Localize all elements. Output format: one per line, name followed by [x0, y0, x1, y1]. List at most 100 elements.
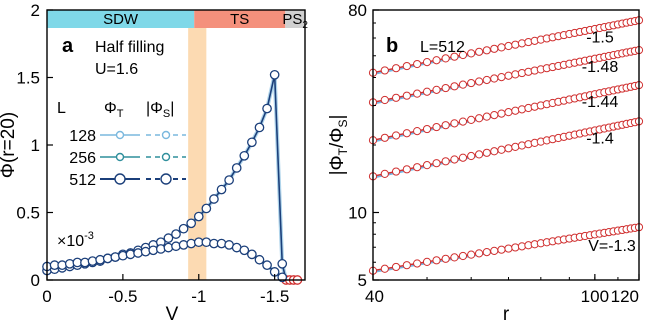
legend-marker-t-2 — [114, 173, 126, 185]
panel-b-xlabel: r — [503, 304, 510, 325]
b-point-0-5 — [422, 57, 432, 67]
b-point-0-13 — [490, 44, 499, 53]
a-xtick-label-3: -1.5 — [260, 287, 289, 306]
panel-b-ticks: 40 100 120 5 10 80 — [348, 1, 640, 306]
b-point-1-8 — [450, 82, 459, 91]
b-point-1-4 — [413, 89, 422, 98]
curve-label-2: -1.44 — [582, 94, 619, 111]
region-2 — [285, 10, 305, 28]
point-0-24 — [224, 175, 234, 185]
b-point-3-6 — [432, 159, 441, 168]
b-point-4-15 — [504, 244, 513, 253]
point-1-29 — [262, 260, 272, 270]
panel-b-ylabel: |ΦT/ΦS| — [327, 115, 350, 176]
b-point-2-10 — [467, 115, 476, 124]
b-point-0-15 — [504, 41, 513, 51]
annotation-system-size: L=512 — [420, 39, 465, 56]
point-0-31 — [277, 258, 288, 269]
b-point-2-2 — [391, 131, 401, 140]
b-xtick-label-2: 120 — [611, 287, 639, 306]
b-point-2-7 — [441, 121, 450, 130]
b-point-4-3 — [402, 261, 411, 270]
b-point-1-16 — [511, 70, 520, 79]
b-point-3-10 — [467, 151, 476, 161]
b-point-2-1 — [380, 133, 389, 142]
b-point-2-9 — [458, 117, 468, 126]
b-point-4-2 — [391, 262, 401, 272]
b-ytick-label-0: 5 — [358, 271, 367, 290]
point-0-30 — [269, 69, 280, 80]
point-0-27 — [247, 137, 257, 148]
b-point-2-12 — [482, 112, 491, 121]
b-point-2-5 — [422, 124, 432, 134]
b-point-0-1 — [380, 66, 389, 75]
panel-b-series: -1.5 -1.48 -1.44 -1.4 V=-1.3 — [368, 16, 644, 275]
b-point-3-4 — [413, 163, 422, 172]
a-ytick-label-3: 1.5 — [16, 69, 40, 88]
b-point-3-5 — [422, 161, 432, 170]
legend-l-0: 128 — [69, 128, 96, 145]
legend-marker-s-0 — [161, 130, 171, 140]
b-point-1-2 — [391, 93, 401, 102]
b-point-3-17 — [517, 141, 527, 150]
point-0-20 — [193, 211, 204, 222]
legend-header-phi-t: ΦT — [104, 100, 124, 120]
b-point-2-4 — [413, 126, 422, 136]
b-point-4-5 — [422, 257, 432, 266]
b-point-0-8 — [450, 52, 459, 61]
b-point-0-11 — [475, 47, 484, 56]
panel-a-xlabel: V — [166, 304, 179, 325]
b-point-4-10 — [467, 250, 476, 259]
b-point-0-4 — [413, 59, 422, 69]
b-point-1-6 — [432, 85, 441, 94]
b-point-1-12 — [482, 75, 491, 85]
panel-a-ylabel: Φ(r=20) — [0, 112, 19, 178]
b-point-4-12 — [482, 247, 491, 257]
b-point-1-15 — [504, 71, 513, 80]
region-label-0: SDW — [103, 11, 139, 28]
b-ytick-label-1: 10 — [348, 204, 367, 223]
b-point-1-13 — [490, 74, 499, 83]
b-ytick-label-2: 80 — [348, 1, 367, 20]
panel-a: SDW TS PS2 0 -0.5 -1 -1.500.511.52 a Half fil… — [0, 1, 308, 325]
legend: L ΦT |ΦS| 128 256 512 — [57, 100, 186, 189]
b-point-3-9 — [458, 153, 468, 162]
b-point-2-3 — [402, 129, 411, 138]
b-point-2-11 — [475, 114, 484, 123]
point-0-18 — [178, 223, 189, 234]
b-point-4-16 — [511, 243, 520, 252]
point-0-22 — [209, 194, 219, 204]
b-point-1-1 — [380, 95, 389, 105]
b-point-0-9 — [458, 50, 468, 60]
b-point-4-6 — [432, 256, 441, 265]
b-point-3-8 — [450, 155, 459, 164]
a-ytick-label-1: 0.5 — [16, 204, 40, 223]
legend-marker-s-1 — [161, 152, 171, 162]
a-xtick-label-0: 0 — [42, 287, 51, 306]
legend-rows: 128 256 512 — [69, 128, 186, 189]
b-point-3-13 — [490, 147, 499, 156]
b-point-3-1 — [380, 169, 389, 178]
b-point-0-3 — [402, 61, 411, 71]
b-point-3-12 — [482, 148, 491, 157]
panel-b-letter: b — [386, 35, 398, 57]
panel-a-letter: a — [62, 35, 74, 57]
b-point-4-8 — [450, 253, 459, 262]
a-ytick-label-2: 1 — [31, 136, 40, 155]
b-point-2-16 — [511, 106, 520, 115]
b-point-2-8 — [450, 119, 459, 128]
legend-marker-t-0 — [115, 130, 125, 140]
point-1-27 — [247, 249, 257, 260]
phase-region-bar: SDW TS PS2 — [47, 10, 308, 31]
a-xtick-label-1: -0.5 — [108, 287, 137, 306]
b-point-2-15 — [504, 108, 513, 117]
legend-header-l: L — [57, 100, 66, 117]
b-point-4-13 — [490, 246, 499, 255]
point-1-26 — [239, 245, 250, 256]
point-0-28 — [254, 122, 265, 133]
region-label-1: TS — [230, 11, 249, 28]
b-point-4-11 — [475, 249, 484, 258]
b-point-4-7 — [441, 254, 450, 263]
b-point-3-16 — [511, 142, 520, 152]
